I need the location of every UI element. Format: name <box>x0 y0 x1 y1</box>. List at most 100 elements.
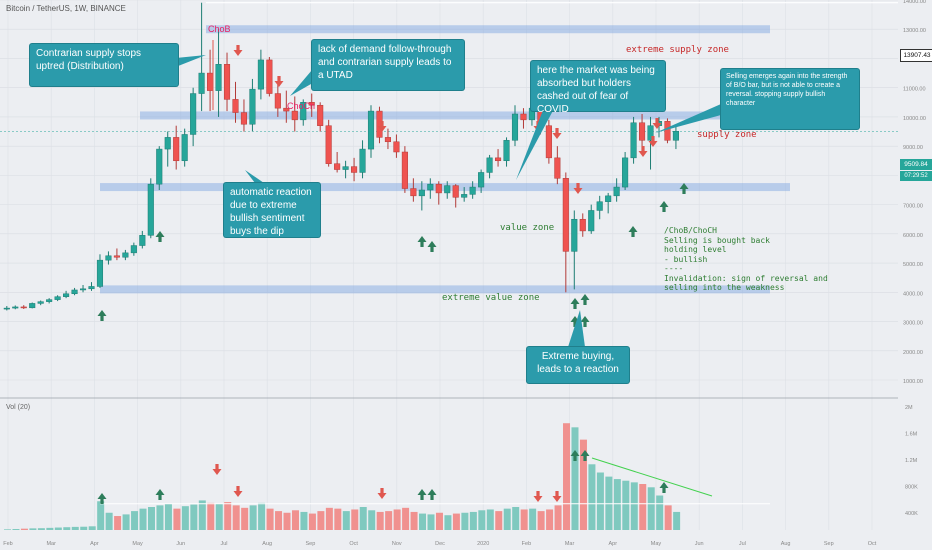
volume-bar <box>342 511 350 530</box>
callout-covid[interactable]: here the market was being absorbed but h… <box>531 61 665 115</box>
time-tick-label: Mar <box>565 541 575 547</box>
arrow-shaft <box>277 76 281 81</box>
price-tick-label: 14000.00 <box>903 0 926 5</box>
time-tick-label: Feb <box>3 541 12 547</box>
price-tick-label: 4000.00 <box>903 291 923 297</box>
volume-bar <box>4 529 11 530</box>
arrow-shaft <box>631 232 635 237</box>
up-arrow-icon <box>155 489 165 500</box>
volume-bar <box>673 511 681 530</box>
candle <box>351 166 358 173</box>
volume-bar <box>512 507 520 530</box>
volume-bar <box>520 509 528 530</box>
volume-bar <box>46 527 54 530</box>
volume-bar <box>622 480 630 530</box>
volume-bar <box>596 472 604 530</box>
price-tick-label: 11000.00 <box>903 87 926 93</box>
candles <box>3 2 679 311</box>
up-arrow-icon <box>580 450 590 461</box>
annotation-marks <box>97 40 721 504</box>
volume-tick-label: 1.6M <box>905 432 918 438</box>
volume-bar <box>37 528 45 530</box>
candle <box>173 137 180 162</box>
candle <box>639 122 646 141</box>
volume-bar <box>249 505 257 530</box>
callout-pointer <box>655 104 721 133</box>
volume-bar <box>139 508 147 530</box>
time-axis-background <box>0 534 898 550</box>
down-arrow-icon <box>652 118 662 129</box>
time-tick-label: Aug <box>262 541 272 547</box>
price-tick-label: 1000.00 <box>903 379 923 385</box>
candle <box>571 218 578 252</box>
candle <box>249 88 256 125</box>
volume-bar <box>444 515 452 530</box>
arrow-head <box>417 489 427 495</box>
up-arrow-icon <box>659 482 669 493</box>
callout-selling-emerges[interactable]: Selling emerges again into the strength … <box>721 69 859 129</box>
callout-pointer <box>245 170 264 183</box>
candle <box>223 64 231 100</box>
arrow-head <box>155 489 165 495</box>
callout-pointer <box>290 70 318 96</box>
volume-bar <box>12 529 20 530</box>
volume-bar <box>325 507 333 530</box>
candle <box>469 186 476 195</box>
time-tick-label: Aug <box>781 541 791 547</box>
volume-tick-label: 2M <box>905 405 913 411</box>
arrow-head <box>580 316 590 322</box>
candle <box>605 195 612 202</box>
volume-bar <box>656 495 664 530</box>
arrow-shaft <box>236 45 240 50</box>
volume-bars <box>4 423 770 530</box>
price-tick-label: 7000.00 <box>903 204 923 210</box>
up-arrow-icon <box>97 310 107 321</box>
price-tick-label: 2000.00 <box>903 350 923 356</box>
symbol-title[interactable]: Bitcoin / TetherUS, 1W, BINANCE <box>6 4 126 13</box>
candle <box>300 102 307 121</box>
candle <box>486 157 493 173</box>
note-line: Selling is bought back <box>664 235 770 245</box>
up-arrow-icon <box>427 241 437 252</box>
candle <box>240 112 248 125</box>
arrow-shaft <box>641 146 645 151</box>
candle <box>562 178 569 252</box>
arrow-shaft <box>380 488 384 493</box>
price-tick-label: 5000.00 <box>903 262 923 268</box>
callout-extreme-buying[interactable]: Extreme buying, leads to a reaction <box>527 347 629 383</box>
candle <box>46 299 53 302</box>
volume-bar <box>359 507 367 530</box>
arrow-shaft <box>651 136 655 141</box>
arrow-head <box>377 126 387 132</box>
candle <box>37 301 44 304</box>
callout-utad[interactable]: lack of demand follow-through and contra… <box>312 40 464 90</box>
candle <box>257 59 264 90</box>
arrow-head <box>377 493 387 499</box>
arrow-shaft <box>682 189 686 194</box>
candle <box>164 137 171 150</box>
candle <box>664 121 671 141</box>
time-tick-label: Oct <box>349 541 358 547</box>
candle <box>435 183 442 194</box>
volume-bar <box>291 510 299 530</box>
candle <box>545 125 552 159</box>
price-tick-label: 9000.00 <box>903 145 923 151</box>
arrow-shaft <box>420 495 424 500</box>
volume-bar <box>283 512 291 530</box>
volume-bar <box>20 528 28 530</box>
time-tick-label: Mar <box>46 541 56 547</box>
callout-distribution[interactable]: Contrarian supply stops uptred (Distribu… <box>30 44 178 86</box>
arrow-shaft <box>158 495 162 500</box>
down-arrow-icon <box>533 491 543 502</box>
arrow-shaft <box>576 183 580 188</box>
callout-automatic-reaction[interactable]: automatic reaction due to extreme bullis… <box>224 183 320 237</box>
volume-bar <box>469 511 477 530</box>
down-arrow-icon <box>552 128 562 139</box>
candle <box>511 113 519 141</box>
candle <box>325 125 332 164</box>
candle <box>520 113 527 121</box>
zone-band <box>140 111 818 120</box>
volume-bar <box>546 509 554 530</box>
price-tick-label: 6000.00 <box>903 233 923 239</box>
volume-bar <box>664 505 672 530</box>
